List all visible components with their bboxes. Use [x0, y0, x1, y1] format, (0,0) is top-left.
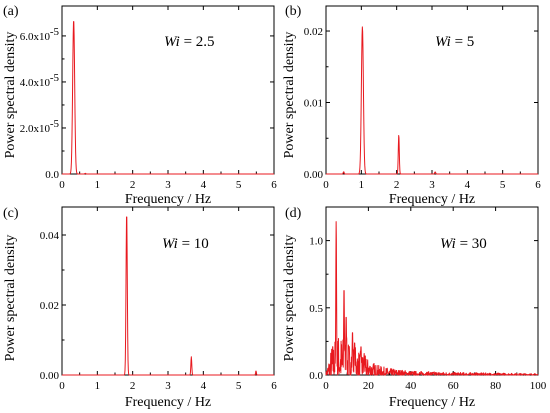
panel-c-xtick-label: 1: [95, 380, 101, 392]
panel-c-plot-frame: [61, 206, 275, 376]
panel-d-xtick-label: 40: [405, 380, 417, 392]
panel-c-xtick-label: 0: [59, 380, 65, 392]
panel-b-ytick-label: 0.00: [304, 169, 324, 181]
panel-c-xtick-label: 3: [165, 380, 171, 392]
panel-d-ticks: 0 20 40 60 80 100 0.0 0.5 1.0: [309, 207, 547, 392]
panel-d-xtick-label: 100: [530, 380, 547, 392]
panel-a-xtick-label: 6: [271, 179, 277, 191]
panel-b-xtick-label: 3: [429, 179, 435, 191]
panel-c-ytick-label: 0.02: [40, 300, 59, 312]
panel-a-xtick-label: 1: [95, 179, 101, 191]
panel-d-xlabel: Frequency / Hz: [389, 395, 475, 410]
panel-a: (a) Power spectral density Frequency / H…: [3, 4, 277, 207]
panel-a-ytick-exponent: -5: [50, 118, 60, 130]
panel-c-xtick-label: 4: [201, 380, 207, 392]
panel-a-ytick-exponent: -5: [50, 26, 60, 38]
panel-a-ytick-label: 4.0x10: [20, 77, 51, 89]
panel-b-xtick-label: 0: [323, 179, 329, 191]
panel-b-spectrum-line: [325, 26, 539, 175]
panel-c-xtick-label: 5: [236, 380, 242, 392]
panel-b-label: (b): [285, 4, 302, 19]
panel-b-xtick-label: 2: [394, 179, 400, 191]
panel-a-ytick-exponent: -5: [50, 72, 60, 84]
panel-c-ylabel: Power spectral density: [3, 235, 18, 362]
panel-a-ytick-label: 2.0x10: [20, 123, 51, 135]
panel-b-xlabel: Frequency / Hz: [389, 192, 475, 207]
panel-b-xtick-label: 6: [535, 179, 541, 191]
panel-c-ytick-label: 0.00: [40, 370, 60, 382]
panel-c-spectrum-line: [61, 216, 275, 376]
panel-a-xlabel: Frequency / Hz: [125, 192, 211, 207]
panel-a-ylabel: Power spectral density: [3, 32, 18, 159]
panel-c: (c) Power spectral density Frequency / H…: [3, 206, 277, 410]
panel-a-annotation: Wi = 2.5: [164, 34, 215, 50]
panel-b-plot-frame: [325, 5, 539, 175]
panel-b-annotation: Wi = 5: [435, 34, 474, 50]
panel-c-xtick-label: 6: [271, 380, 277, 392]
panel-c-annotation: Wi = 10: [162, 236, 209, 252]
panel-d-xtick-label: 0: [323, 380, 329, 392]
panel-b-ytick-label: 0.02: [304, 26, 323, 38]
panel-c-label: (c): [3, 206, 19, 221]
panel-a-xtick-label: 0: [59, 179, 65, 191]
panel-d-ytick-label: 0.5: [309, 303, 323, 315]
panel-d-xtick-label: 20: [363, 380, 375, 392]
panel-a-ticks: 0 1 2 3 4 5 60.02.0x10 -54.0x10 -56.0x10 -5: [20, 6, 277, 191]
panel-b-ticks: 0 1 2 3 4 5 6 0.00 0.01 0.02: [304, 6, 541, 191]
panel-c-xlabel: Frequency / Hz: [125, 395, 211, 410]
panel-d-plot-frame: [325, 206, 539, 376]
panel-d-label: (d): [285, 206, 302, 221]
panel-d-ylabel: Power spectral density: [282, 235, 297, 362]
panel-b-xtick-label: 1: [359, 179, 365, 191]
panel-d-xtick-label: 80: [490, 380, 502, 392]
panel-c-xtick-label: 2: [130, 380, 136, 392]
panel-a-xtick-label: 3: [165, 179, 171, 191]
panel-b: (b) Power spectral density Frequency / H…: [282, 4, 541, 207]
panel-a-xtick-label: 2: [130, 179, 136, 191]
panel-c-ticks: 0 1 2 3 4 5 6 0.00 0.02 0.04: [40, 207, 277, 392]
panel-d-ytick-label: 1.0: [309, 236, 323, 248]
panel-a-ytick-label: 0.0: [45, 169, 59, 181]
panel-d-annotation: Wi = 30: [440, 236, 487, 252]
panel-a-label: (a): [3, 4, 19, 19]
panel-d: (d) Power spectral density Frequency / H…: [282, 206, 547, 410]
panel-a-plot-frame: [61, 5, 275, 175]
panel-b-xtick-label: 4: [465, 179, 471, 191]
panel-a-xtick-label: 4: [201, 179, 207, 191]
panel-d-ytick-label: 0.0: [309, 370, 323, 382]
panel-a-spectrum-line: [61, 21, 275, 175]
panel-a-xtick-label: 5: [236, 179, 242, 191]
panel-b-xtick-label: 5: [500, 179, 506, 191]
panel-a-ytick-label: 6.0x10: [20, 31, 51, 43]
panel-c-ytick-label: 0.04: [40, 230, 60, 242]
panel-d-xtick-label: 60: [448, 380, 460, 392]
panel-b-ylabel: Power spectral density: [282, 32, 297, 159]
panel-b-ytick-label: 0.01: [304, 98, 323, 110]
panel-d-spectrum-line: [325, 221, 539, 376]
